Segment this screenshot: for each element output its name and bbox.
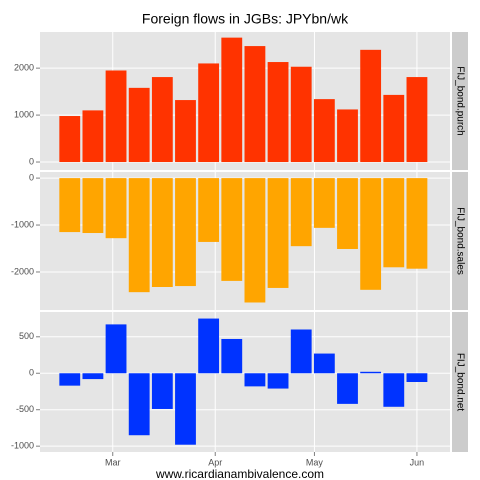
y-tick-label: 2000 [14,63,34,73]
strip-label: FIJ_bond.net [454,353,465,412]
bar [198,178,220,242]
y-tick-label: 500 [19,331,34,341]
bar [383,178,405,268]
x-tick-label: Apr [208,457,222,467]
bar [290,178,312,247]
y-tick-label: -1000 [11,441,34,451]
bar [267,62,289,163]
strip-label: FIJ_bond.purch [454,66,465,136]
x-tick-label: May [306,457,324,467]
bar [406,77,428,163]
bar [383,94,405,163]
bar [406,373,428,382]
y-tick-label: 0 [29,156,34,166]
y-tick-label: -2000 [11,266,34,276]
bar [267,178,289,288]
bar [244,46,266,163]
bar [244,373,266,387]
bar [337,178,358,249]
caption: www.ricardianambivalence.com [155,467,324,480]
strip-label: FIJ_bond.sales [454,207,465,275]
bar [175,100,196,163]
bar [221,178,243,281]
bar [128,178,150,293]
bar [290,66,312,163]
bar [360,371,382,374]
bar [151,178,173,287]
bar [128,373,150,436]
bar [337,109,358,163]
bar [198,318,220,374]
bar [221,37,243,163]
bar [105,178,127,239]
bar [313,353,335,374]
y-tick-label: 0 [29,368,34,378]
bar [59,178,81,233]
bar [360,178,382,290]
bar [151,373,173,409]
bar [59,373,81,386]
bar [221,338,243,374]
bar [59,116,81,163]
bar [82,178,104,234]
bar [337,373,358,404]
bar [406,178,428,269]
bar [175,373,196,445]
bar [175,178,196,287]
x-tick-label: Mar [105,457,121,467]
bar [313,178,335,228]
chart-title: Foreign flows in JGBs: JPYbn/wk [142,11,349,27]
bar [82,110,104,163]
y-tick-label: -1000 [11,219,34,229]
bar [105,324,127,374]
strip-background [452,32,468,170]
y-tick-label: -500 [16,404,34,414]
x-tick-label: Jun [410,457,425,467]
bar [128,87,150,163]
bar [360,49,382,163]
bar [151,77,173,163]
bar [105,70,127,163]
strip-background [452,172,468,310]
bar [383,373,405,407]
bar [290,329,312,374]
bar [244,178,266,303]
y-tick-label: 0 [29,172,34,182]
bar [82,373,104,380]
y-tick-label: 1000 [14,109,34,119]
bar [267,373,289,389]
bar [198,63,220,163]
strip-background [452,312,468,452]
bar [313,99,335,163]
